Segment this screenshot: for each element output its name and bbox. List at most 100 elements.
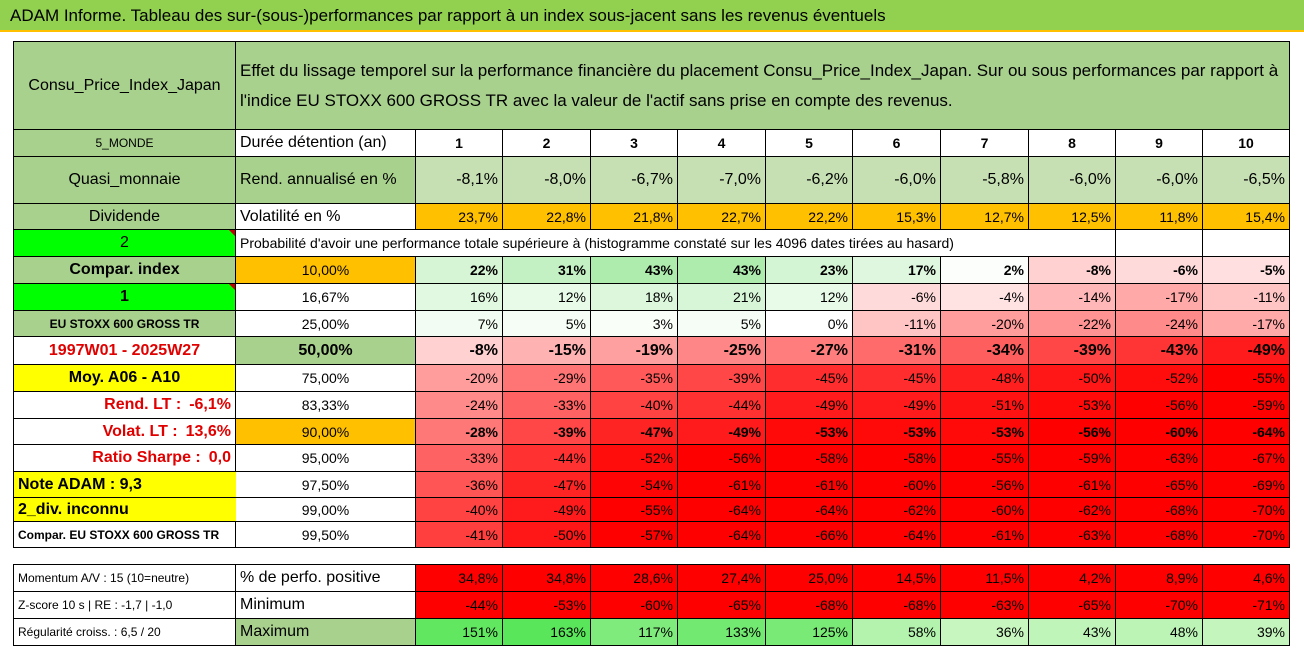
quantile-value: -53%: [853, 419, 941, 445]
quantile-value: -64%: [678, 498, 766, 522]
pos-value: 25,0%: [766, 565, 853, 592]
quantile-value: -59%: [1029, 445, 1116, 472]
category-label: Quasi_monnaie: [14, 157, 236, 204]
year-header: 6: [853, 130, 941, 157]
empty-cell: [1116, 230, 1203, 257]
quantile-value: -70%: [1203, 522, 1290, 548]
quantile-value: -70%: [1203, 498, 1290, 522]
quantile-value: -17%: [1203, 311, 1290, 337]
border-top: [13, 41, 1290, 42]
quantile-value: -64%: [1203, 419, 1290, 445]
border-metrics-left: [13, 565, 14, 646]
quantile-value: -57%: [591, 522, 678, 548]
quantile-value: -6%: [1116, 257, 1203, 284]
rend-value: -7,0%: [678, 157, 766, 204]
pos-value: 34,8%: [416, 565, 503, 592]
quantile-value: -63%: [1029, 522, 1116, 548]
rend-lt-value: -6,1%: [189, 396, 231, 413]
dividend-label: Dividende: [14, 204, 236, 230]
quantile-value: -39%: [503, 419, 591, 445]
quantile-value: -49%: [503, 498, 591, 522]
quantile-value: -60%: [853, 472, 941, 498]
pos-value: 8,9%: [1116, 565, 1203, 592]
rend-value: -6,5%: [1203, 157, 1290, 204]
vol-value: 21,8%: [591, 204, 678, 230]
min-value: -71%: [1203, 592, 1290, 619]
quantile-value: 18%: [591, 284, 678, 311]
pos-value: 34,8%: [503, 565, 591, 592]
note-adam: Note ADAM : 9,3: [14, 472, 252, 498]
year-header: 8: [1029, 130, 1116, 157]
quantile-value: -61%: [678, 472, 766, 498]
momentum-label: Momentum A/V : 15 (10=neutre): [14, 565, 236, 592]
max-value: 43%: [1029, 619, 1116, 646]
pos-value: 14,5%: [853, 565, 941, 592]
quantile-value: 21%: [678, 284, 766, 311]
max-value: 133%: [678, 619, 766, 646]
max-value: 58%: [853, 619, 941, 646]
vol-value: 22,7%: [678, 204, 766, 230]
max-value: 117%: [591, 619, 678, 646]
quantile-value: -44%: [678, 392, 766, 419]
quantile-value: -61%: [766, 472, 853, 498]
min-value: -65%: [678, 592, 766, 619]
quantile-label: 83,33%: [236, 392, 416, 419]
quantile-label: 10,00%: [236, 257, 416, 284]
quantile-value: -8%: [1029, 257, 1116, 284]
quantile-value: -34%: [941, 337, 1029, 365]
quantile-value: 5%: [678, 311, 766, 337]
quantile-label: 50,00%: [236, 337, 416, 365]
quantile-value: -5%: [1203, 257, 1290, 284]
quantile-value: -15%: [503, 337, 591, 365]
quantile-value: -55%: [591, 498, 678, 522]
quantile-value: 16%: [416, 284, 503, 311]
sharpe: Ratio Sharpe : 0,0: [14, 445, 236, 472]
quantile-value: -11%: [1203, 284, 1290, 311]
quantile-value: -8%: [416, 337, 503, 365]
border-metrics-top: [13, 564, 1290, 565]
period-label: 1997W01 - 2025W27: [14, 337, 236, 365]
quantile-value: -64%: [853, 522, 941, 548]
quantile-value: -29%: [503, 365, 591, 392]
quantile-value: -17%: [1116, 284, 1203, 311]
vol-value: 15,3%: [853, 204, 941, 230]
quantile-value: -54%: [591, 472, 678, 498]
quantile-value: -50%: [503, 522, 591, 548]
quantile-label: 16,67%: [236, 284, 416, 311]
pos-value: 28,6%: [591, 565, 678, 592]
quantile-value: -56%: [678, 445, 766, 472]
quantile-value: -41%: [416, 522, 503, 548]
quantile-value: -40%: [591, 392, 678, 419]
quantile-value: -49%: [1203, 337, 1290, 365]
year-header: 4: [678, 130, 766, 157]
rend-lt: Rend. LT : -6,1%: [14, 392, 236, 419]
pos-label: % de perfo. positive: [236, 565, 416, 592]
rend-value: -8,0%: [503, 157, 591, 204]
quantile-value: -56%: [1116, 392, 1203, 419]
min-value: -70%: [1116, 592, 1203, 619]
quantile-value: -11%: [853, 311, 941, 337]
max-value: 36%: [941, 619, 1029, 646]
quantile-value: -69%: [1203, 472, 1290, 498]
quantile-value: 17%: [853, 257, 941, 284]
quantile-value: -53%: [766, 419, 853, 445]
year-header: 3: [591, 130, 678, 157]
quantile-label: 97,50%: [236, 472, 416, 498]
max-value: 39%: [1203, 619, 1290, 646]
quantile-value: -55%: [1203, 365, 1290, 392]
max-value: 151%: [416, 619, 503, 646]
vol-value: 11,8%: [1116, 204, 1203, 230]
vol-value: 15,4%: [1203, 204, 1290, 230]
min-value: -68%: [853, 592, 941, 619]
pos-value: 11,5%: [941, 565, 1029, 592]
min-value: -65%: [1029, 592, 1116, 619]
quantile-value: -27%: [766, 337, 853, 365]
quantile-value: -25%: [678, 337, 766, 365]
quantile-value: -55%: [941, 445, 1029, 472]
quantile-value: -58%: [853, 445, 941, 472]
rend-value: -6,0%: [1116, 157, 1203, 204]
probability-title: Probabilité d'avoir une performance tota…: [236, 230, 1116, 257]
quantile-value: 0%: [766, 311, 853, 337]
quantile-value: -45%: [766, 365, 853, 392]
quantile-value: -52%: [591, 445, 678, 472]
